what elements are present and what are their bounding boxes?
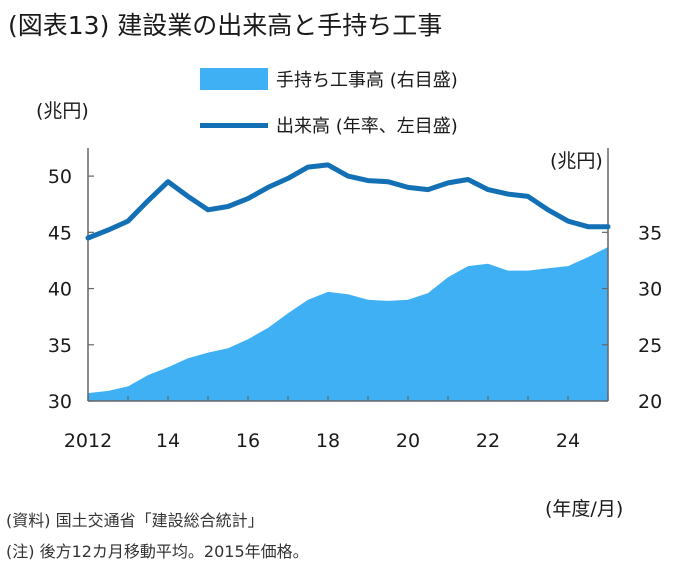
page-title: (図表13) 建設業の出来高と手持ち工事 [8,11,443,40]
x-axis-tick-label: 20 [396,430,420,452]
x-axis-tick-label: 16 [236,430,260,452]
legend-label-area: 手持ち工事高 (右目盛) [276,70,458,91]
left-axis-tick-label: 35 [48,335,72,357]
x-axis-unit: (年度/月) [545,498,624,520]
series-area-holdings [88,247,608,401]
legend-swatch-line [200,122,268,128]
left-axis-tick-label: 30 [48,391,72,413]
right-axis-tick-label: 30 [638,279,662,301]
series-line-output [85,162,611,241]
left-axis-unit: (兆円) [36,100,89,122]
x-axis-tick-label: 18 [316,430,340,452]
x-axis-tick-label: 2012 [64,430,112,452]
x-axis-tick-label: 22 [476,430,500,452]
right-axis-tick-label: 25 [638,335,662,357]
right-axis-tick-label: 35 [638,222,662,244]
left-axis-tick-label: 45 [48,222,72,244]
x-axis-tick-label: 14 [156,430,180,452]
legend-label-line: 出来高 (年率、左目盛) [276,116,458,137]
left-axis-tick-label: 50 [48,166,72,188]
source-note: (資料) 国土交通省「建設総合統計」 [6,511,264,530]
legend-item-line: 出来高 (年率、左目盛) [200,112,458,138]
right-axis-tick-label: 20 [638,391,662,413]
footnote: (注) 後方12カ月移動平均。2015年価格。 [6,542,309,561]
x-axis-tick-label: 24 [556,430,580,452]
legend-item-area: 手持ち工事高 (右目盛) [200,66,458,92]
legend-swatch-area [200,68,268,90]
left-axis-tick-label: 40 [48,279,72,301]
right-axis-unit: (兆円) [550,150,603,172]
